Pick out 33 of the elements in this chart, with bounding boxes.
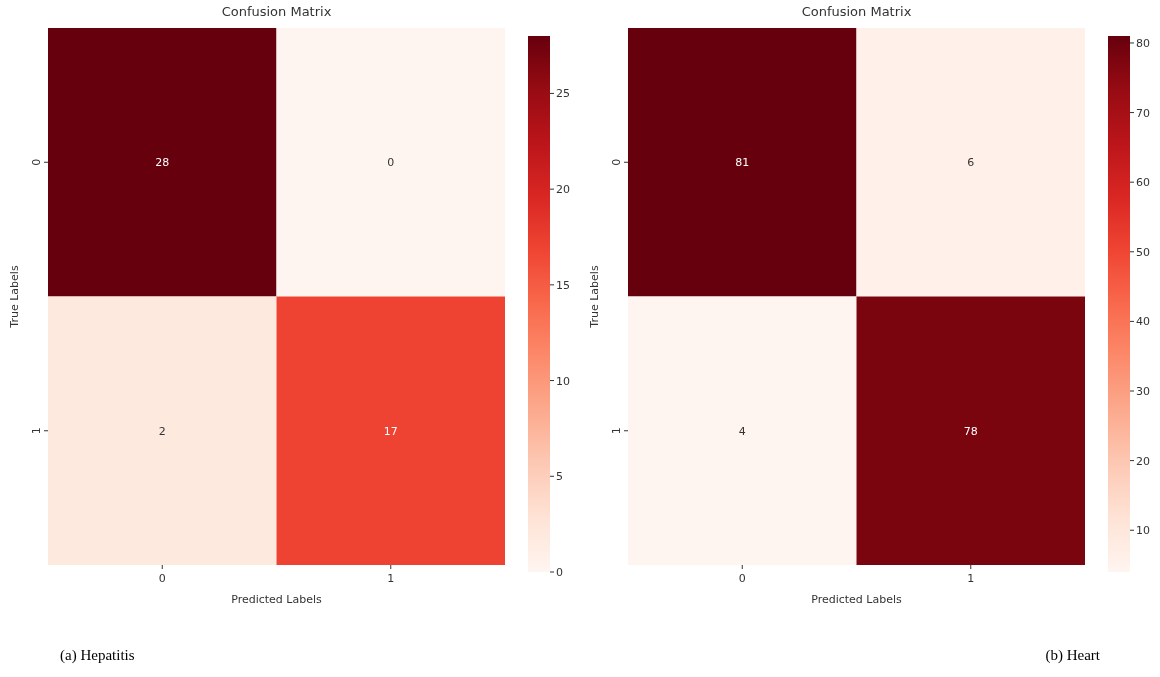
- x-tick-label: 1: [967, 572, 975, 585]
- color-bar-label: 5: [556, 470, 563, 484]
- chart-title: Confusion Matrix: [221, 4, 332, 19]
- x-axis-title: Predicted Labels: [231, 593, 323, 606]
- x-tick-label: 0: [158, 572, 166, 585]
- data-label: 78: [963, 424, 978, 438]
- data-label: 6: [967, 156, 975, 170]
- color-bar-label: 60: [1136, 176, 1150, 190]
- text: (a) Hepatitis: [60, 647, 135, 664]
- color-bar-label: 30: [1136, 385, 1150, 399]
- color-bar-label: 10: [556, 374, 570, 388]
- x-tick-label: 0: [738, 572, 746, 585]
- y-axis-title: True Labels: [8, 265, 21, 329]
- y-axis-title: True Labels: [588, 265, 601, 329]
- data-label: 2: [158, 424, 166, 438]
- color-bar-label: 15: [556, 278, 570, 292]
- color-bar-label: 20: [556, 183, 570, 197]
- color-bar-label: 20: [1136, 454, 1150, 468]
- data-label: 4: [738, 424, 746, 438]
- data-label: 0: [387, 156, 395, 170]
- data-label: 17: [383, 424, 398, 438]
- x-tick-label: 1: [387, 572, 395, 585]
- chart-title: Confusion Matrix: [801, 4, 912, 19]
- data-label: 28: [155, 156, 170, 170]
- color-bar-label: 10: [1136, 524, 1150, 538]
- data-label: 81: [735, 156, 750, 170]
- text: (b) Heart: [1045, 647, 1101, 664]
- x-axis-title: Predicted Labels: [811, 593, 903, 606]
- color-bar-label: 70: [1136, 106, 1150, 120]
- color-bar-label: 80: [1136, 36, 1150, 50]
- color-bar-label: 40: [1136, 315, 1150, 329]
- color-bar-label: 50: [1136, 245, 1150, 259]
- color-bar-label: 25: [556, 87, 570, 101]
